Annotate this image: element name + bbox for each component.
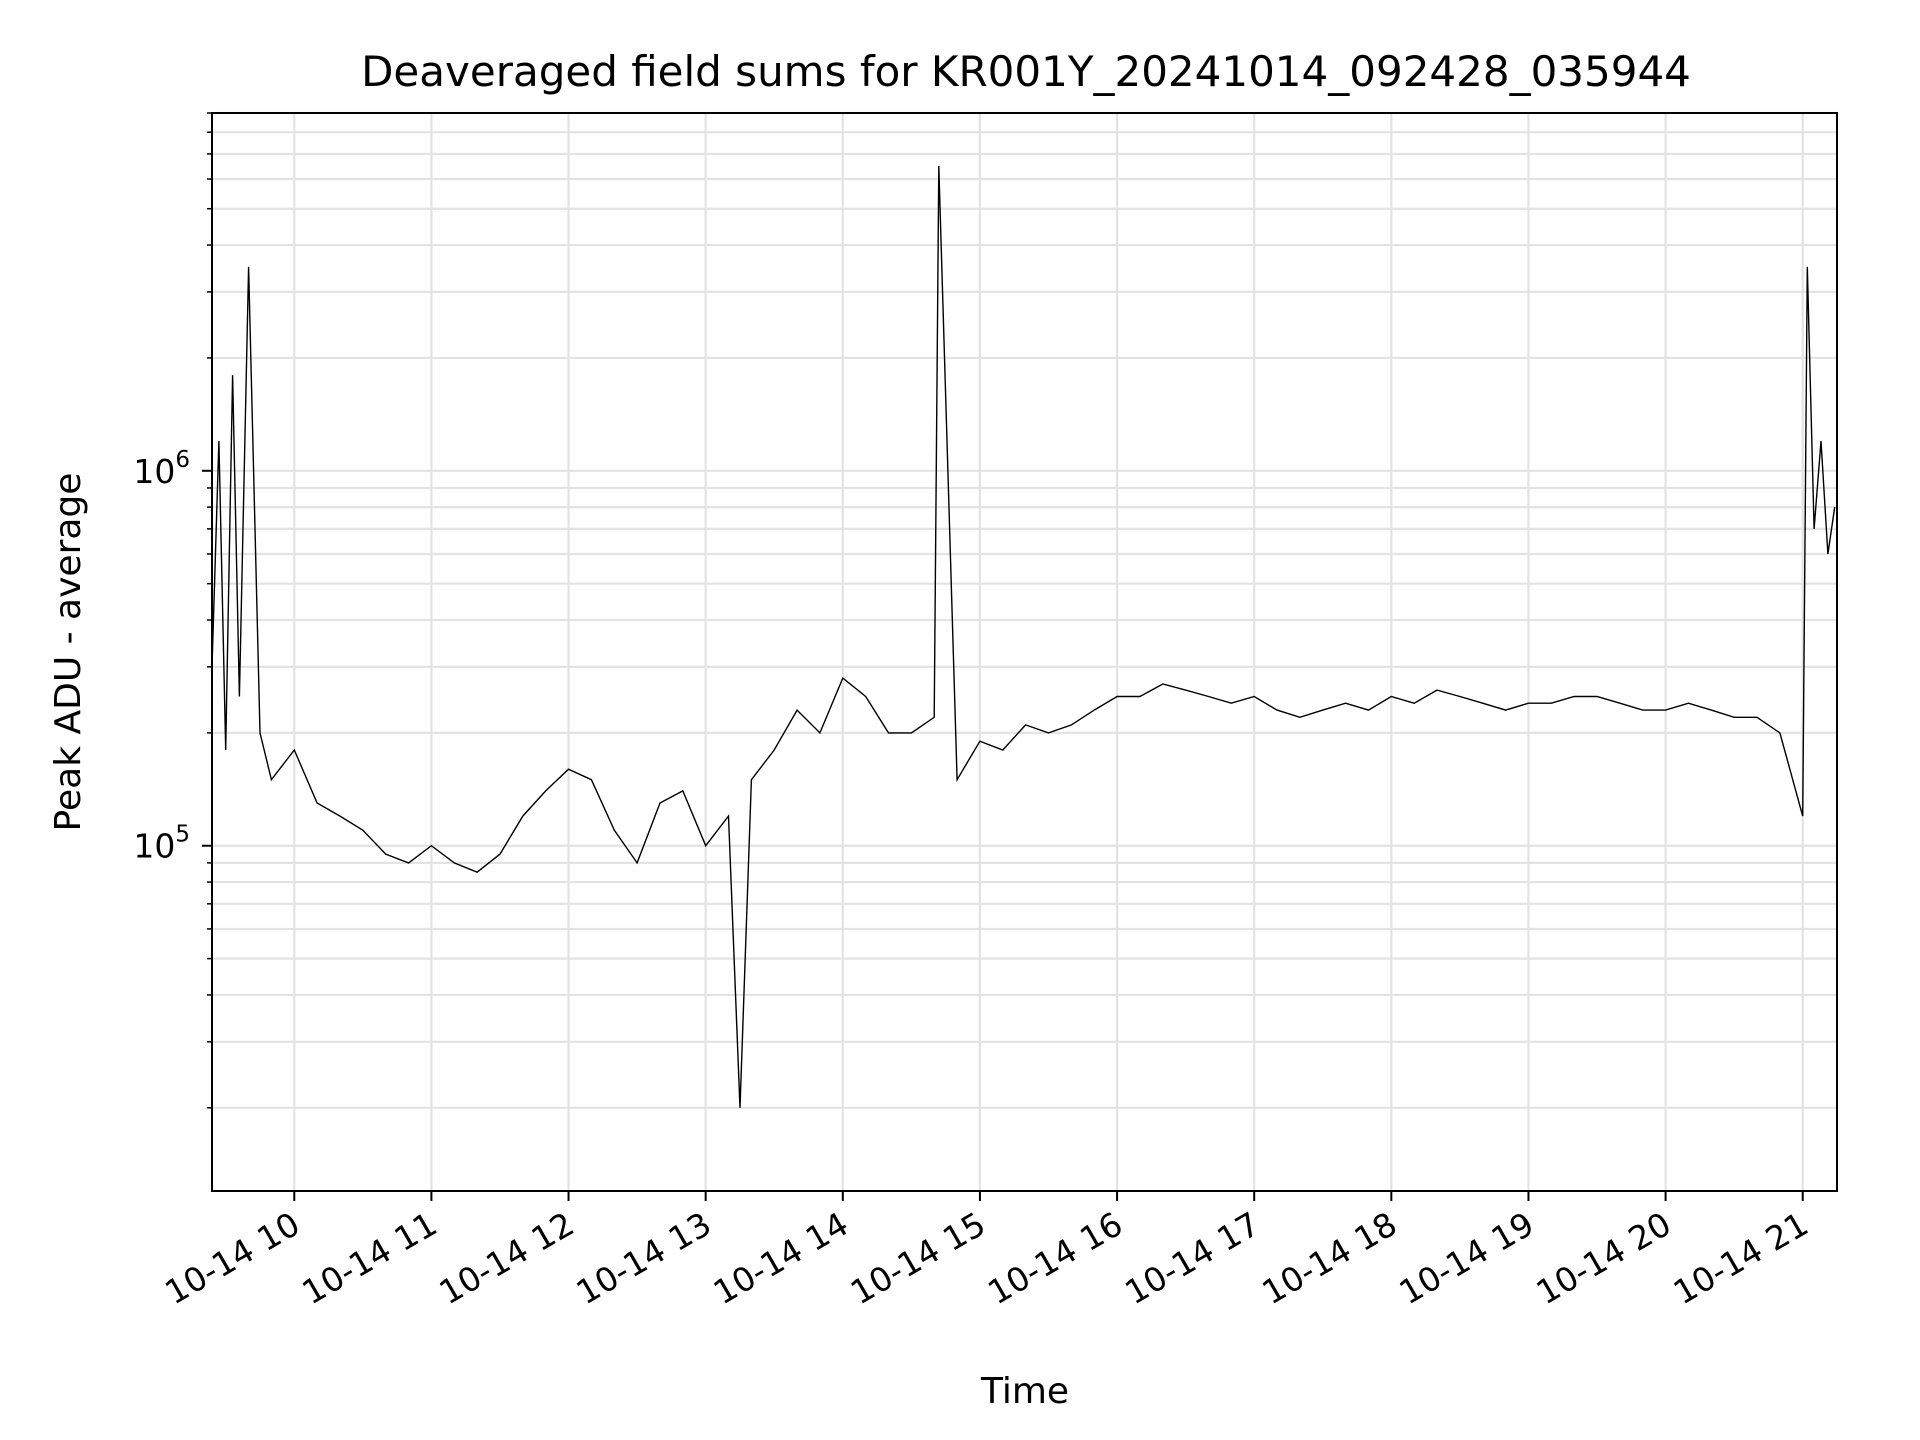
x-axis-label: Time	[980, 1371, 1069, 1412]
grid-lines	[212, 111, 1837, 1191]
y-tick-base: 10	[133, 827, 175, 866]
y-tick-exponent: 5	[175, 822, 190, 848]
y-tick-exponent: 6	[175, 447, 190, 473]
y-tick-label: 106	[133, 447, 190, 491]
plot-frame	[211, 112, 1838, 1192]
data-series-line	[211, 165, 1836, 1108]
data-series	[211, 165, 1836, 1108]
chart-title: Deaveraged field sums for KR001Y_2024101…	[361, 47, 1691, 96]
y-tick-label: 105	[133, 822, 190, 866]
y-tick-base: 10	[133, 452, 175, 491]
axis-ticks	[202, 112, 1804, 1201]
y-axis-label: Peak ADU - average	[48, 473, 89, 832]
